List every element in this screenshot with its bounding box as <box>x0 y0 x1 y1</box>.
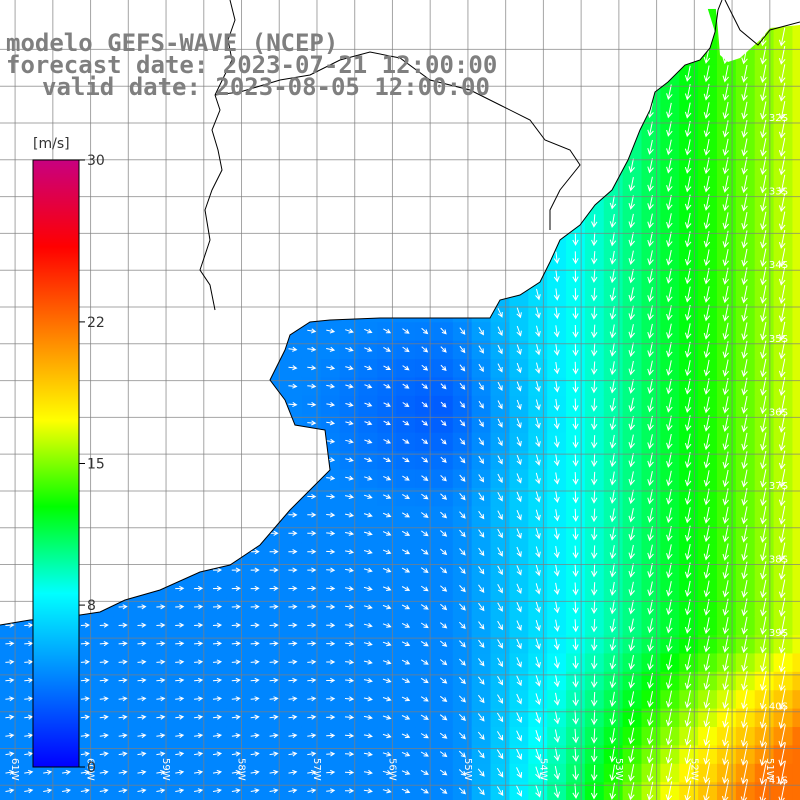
lon-label: 61W <box>9 758 20 781</box>
colorbar-tick-label: 8 <box>87 598 96 614</box>
lon-label: 53W <box>613 758 624 781</box>
wind-vectors <box>5 27 786 800</box>
colorbar-tick-label: 22 <box>87 315 105 331</box>
latitude-labels: 32S 33S 34S 35S 36S 37S 38S 39S 40S 41S <box>769 113 788 786</box>
lat-label: 37S <box>769 481 788 492</box>
lat-label: 33S <box>769 187 788 198</box>
lat-label: 34S <box>769 260 788 271</box>
lon-label: 51W <box>764 758 775 781</box>
lat-label: 39S <box>769 628 788 639</box>
colorbar-unit: [m/s] <box>33 136 70 152</box>
lon-label: 58W <box>236 758 247 781</box>
lon-label: 52W <box>688 758 699 781</box>
lat-label: 40S <box>769 702 788 713</box>
lat-label: 41S <box>769 775 788 786</box>
colorbar: [m/s] 30 22 15 8 0 <box>32 136 105 776</box>
lat-label: 32S <box>769 113 788 124</box>
land-mask <box>0 0 800 625</box>
lon-label: 56W <box>387 758 398 781</box>
lon-label: 54W <box>537 758 548 781</box>
lon-label: 60W <box>85 758 96 781</box>
colorbar-tick-label: 30 <box>87 153 105 169</box>
lon-label: 57W <box>311 758 322 781</box>
lon-label: 55W <box>462 758 473 781</box>
title-valid-date: valid date: 2023-08-05 12:00:00 <box>42 73 490 101</box>
lon-label: 59W <box>160 758 171 781</box>
coastline <box>0 0 800 626</box>
title-forecast-date: forecast date: 2023-07-21 12:00:00 <box>6 51 498 79</box>
title-model: modelo GEFS-WAVE (NCEP) <box>6 29 339 57</box>
lat-label: 35S <box>769 334 788 345</box>
lat-label: 38S <box>769 555 788 566</box>
colorbar-gradient <box>32 159 80 768</box>
colorbar-tick-label: 15 <box>87 457 105 473</box>
lat-label: 36S <box>769 407 788 418</box>
colorbar-tick-label: 0 <box>87 760 96 776</box>
colorbar-ticks: 30 22 15 8 0 <box>79 153 105 776</box>
longitude-labels: 61W 60W 59W 58W 57W 56W 55W 54W 53W 52W 51W <box>9 758 775 781</box>
